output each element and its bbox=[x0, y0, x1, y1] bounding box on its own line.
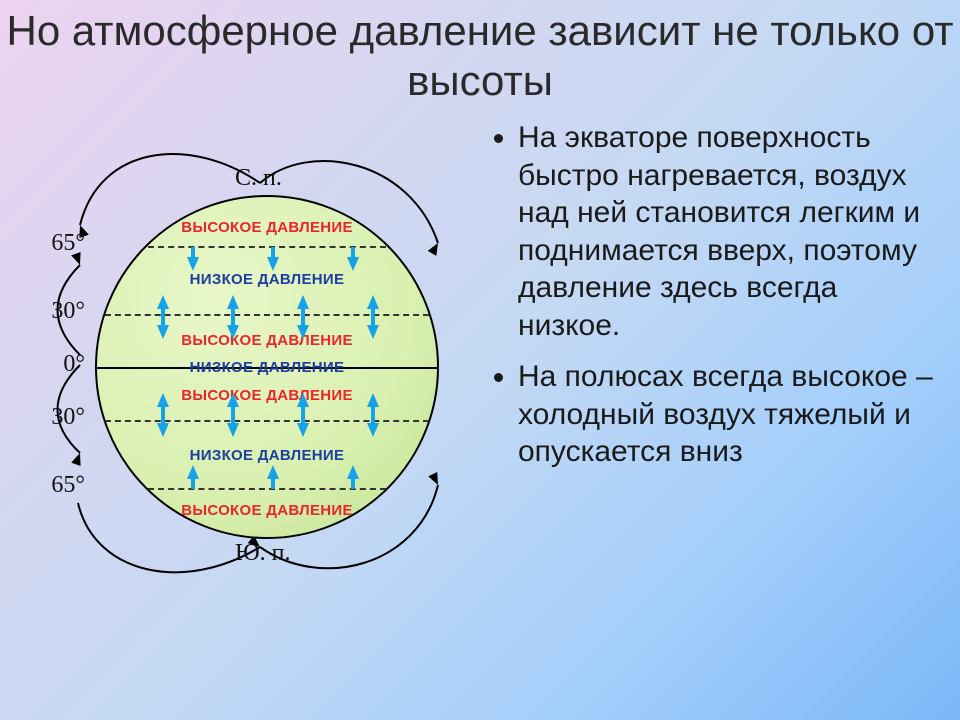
degree-label: 65° bbox=[35, 472, 85, 499]
arrow-up-icon bbox=[157, 295, 169, 309]
text-column: На экваторе поверхность быстро нагревает… bbox=[480, 115, 940, 655]
low-pressure-label: НИЗКОЕ ДАВЛЕНИЕ bbox=[97, 359, 437, 376]
content-row: ВЫСОКОЕ ДАВЛЕНИЕ НИЗКОЕ ДАВЛЕНИЕ ВЫСОКОЕ Д… bbox=[0, 105, 960, 655]
arrow-up-icon bbox=[367, 393, 379, 407]
latitude-line bbox=[105, 314, 428, 316]
degree-label: 0° bbox=[35, 351, 85, 378]
south-pole-label: Ю. п. bbox=[235, 540, 291, 567]
arrow-up-icon bbox=[227, 393, 239, 407]
slide: Но атмосферное давление зависит не тольк… bbox=[0, 0, 960, 720]
pressure-belts-diagram: ВЫСОКОЕ ДАВЛЕНИЕ НИЗКОЕ ДАВЛЕНИЕ ВЫСОКОЕ Д… bbox=[10, 115, 480, 655]
arrow-down-icon bbox=[227, 325, 239, 339]
arrow-up-icon bbox=[227, 295, 239, 309]
bullet-item: На полюсах всегда высокое – холодный воз… bbox=[518, 358, 940, 471]
latitude-line bbox=[105, 420, 428, 422]
slide-title: Но атмосферное давление зависит не тольк… bbox=[0, 0, 960, 105]
arrow-up-icon bbox=[347, 465, 359, 479]
low-pressure-label: НИЗКОЕ ДАВЛЕНИЕ bbox=[97, 271, 437, 288]
high-pressure-label: ВЫСОКОЕ ДАВЛЕНИЕ bbox=[97, 332, 437, 349]
degree-label: 30° bbox=[35, 404, 85, 431]
arrow-down-icon bbox=[297, 423, 309, 437]
arrow-down-icon bbox=[367, 325, 379, 339]
arrow-up-icon bbox=[367, 295, 379, 309]
high-pressure-label: ВЫСОКОЕ ДАВЛЕНИЕ bbox=[97, 502, 437, 519]
arrow-down-icon bbox=[157, 423, 169, 437]
high-pressure-label: ВЫСОКОЕ ДАВЛЕНИЕ bbox=[97, 387, 437, 404]
degree-label: 30° bbox=[35, 298, 85, 325]
arrow-up-icon bbox=[187, 465, 199, 479]
low-pressure-label: НИЗКОЕ ДАВЛЕНИЕ bbox=[97, 447, 437, 464]
arrow-up-icon bbox=[157, 393, 169, 407]
arrow-down-icon bbox=[157, 325, 169, 339]
arrow-down-icon bbox=[267, 257, 279, 271]
north-pole-label: С. п. bbox=[235, 165, 282, 192]
bullet-item: На экваторе поверхность быстро нагревает… bbox=[518, 119, 940, 344]
arrow-down-icon bbox=[347, 257, 359, 271]
arrow-up-icon bbox=[297, 295, 309, 309]
arrow-down-icon bbox=[227, 423, 239, 437]
arrow-up-icon bbox=[267, 465, 279, 479]
bullet-list: На экваторе поверхность быстро нагревает… bbox=[490, 119, 940, 471]
globe: ВЫСОКОЕ ДАВЛЕНИЕ НИЗКОЕ ДАВЛЕНИЕ ВЫСОКОЕ Д… bbox=[95, 195, 439, 539]
arrow-up-icon bbox=[297, 393, 309, 407]
arrow-down-icon bbox=[187, 257, 199, 271]
degree-label: 65° bbox=[35, 230, 85, 257]
arrow-down-icon bbox=[367, 423, 379, 437]
high-pressure-label: ВЫСОКОЕ ДАВЛЕНИЕ bbox=[97, 219, 437, 236]
arrow-down-icon bbox=[297, 325, 309, 339]
